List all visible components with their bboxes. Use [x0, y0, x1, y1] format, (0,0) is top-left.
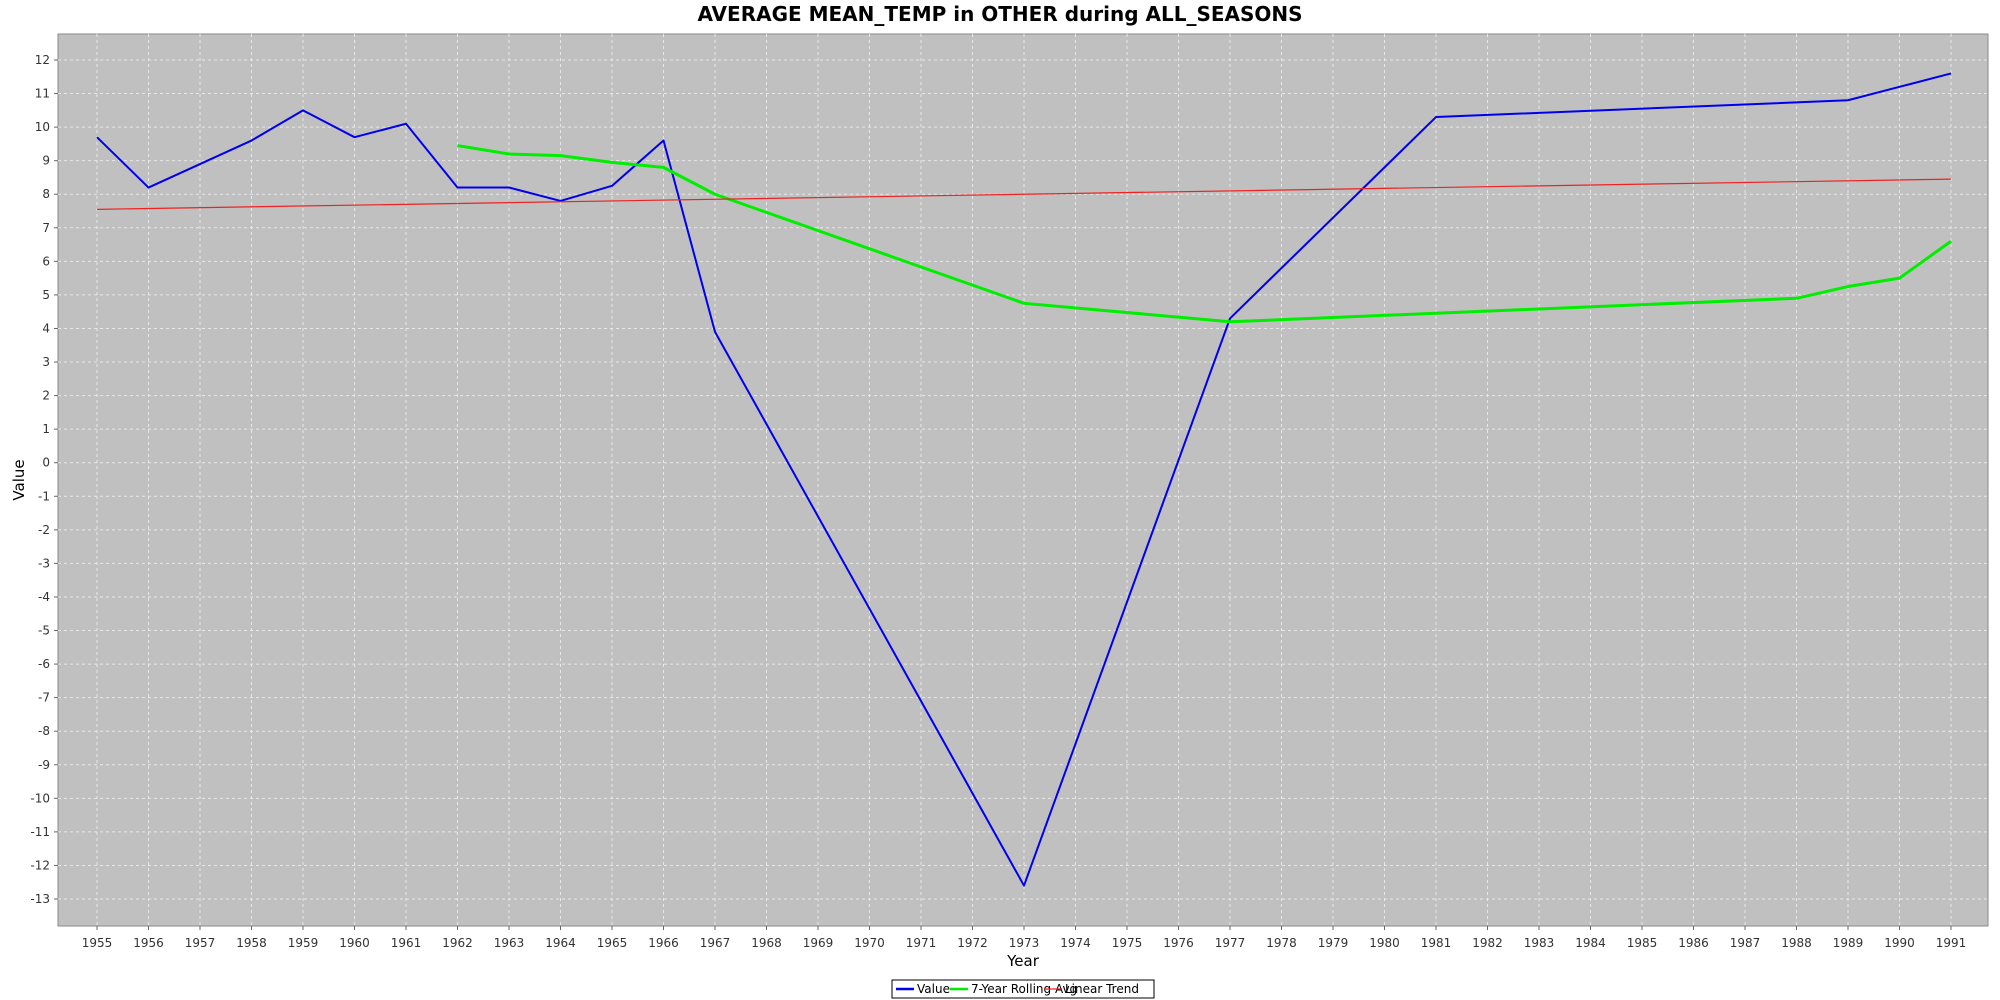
y-tick-label: -8: [38, 724, 50, 738]
x-tick-label: 1984: [1575, 936, 1606, 950]
x-tick-label: 1979: [1318, 936, 1349, 950]
y-tick-label: -1: [38, 489, 50, 503]
plot-area: [57, 33, 1989, 927]
x-tick-label: 1961: [391, 936, 422, 950]
y-tick-label: -4: [38, 590, 50, 604]
x-tick-label: 1974: [1060, 936, 1091, 950]
x-tick-label: 1987: [1730, 936, 1761, 950]
y-tick-label: -9: [38, 758, 50, 772]
legend-box: [891, 979, 1155, 999]
x-tick-label: 1971: [906, 936, 937, 950]
y-tick-label: 12: [35, 53, 50, 67]
x-tick-label: 1957: [185, 936, 216, 950]
legend-entry-label: Linear Trend: [1065, 982, 1139, 996]
x-tick-label: 1981: [1421, 936, 1452, 950]
x-tick-label: 1977: [1215, 936, 1246, 950]
x-tick-label: 1968: [751, 936, 782, 950]
y-tick-label: -12: [30, 858, 50, 872]
rolling-avg-series-line: [457, 144, 1952, 324]
x-tick-label: 1988: [1781, 936, 1812, 950]
y-tick-label: 8: [42, 187, 50, 201]
x-tick-label: 1982: [1472, 936, 1503, 950]
y-tick-label: 3: [42, 355, 50, 369]
x-tick-label: 1967: [700, 936, 731, 950]
x-tick-label: 1962: [442, 936, 473, 950]
y-tick-label: 7: [42, 221, 50, 235]
y-tick-label: 6: [42, 254, 50, 268]
y-tick-label: -13: [30, 892, 50, 906]
y-tick-label: 2: [42, 389, 50, 403]
x-tick-label: 1986: [1678, 936, 1709, 950]
y-tick-label: -2: [38, 523, 50, 537]
y-tick-label: -3: [38, 556, 50, 570]
legend-entry-label: 7-Year Rolling Avg: [971, 982, 1077, 996]
y-tick-label: 1: [42, 422, 50, 436]
x-tick-label: 1965: [597, 936, 628, 950]
legend-entry-label: Value: [917, 982, 950, 996]
x-tick-label: 1959: [288, 936, 319, 950]
linear-trend-series-line: [96, 178, 1952, 210]
x-tick-label: 1970: [854, 936, 885, 950]
x-tick-label: 1960: [339, 936, 370, 950]
x-tick-label: 1990: [1884, 936, 1915, 950]
y-axis-ticks: 1211109876543210-1-2-3-4-5-6-7-8-9-10-11…: [30, 53, 58, 906]
x-tick-label: 1958: [236, 936, 267, 950]
x-tick-label: 1966: [648, 936, 679, 950]
y-tick-label: 11: [35, 87, 50, 101]
x-tick-label: 1976: [1163, 936, 1194, 950]
x-tick-label: 1985: [1627, 936, 1658, 950]
x-tick-label: 1973: [1009, 936, 1040, 950]
x-tick-label: 1956: [133, 936, 164, 950]
y-tick-label: -10: [30, 791, 50, 805]
y-tick-label: -7: [38, 691, 50, 705]
x-tick-label: 1991: [1936, 936, 1967, 950]
x-tick-label: 1983: [1524, 936, 1555, 950]
series-lines: [96, 72, 1952, 887]
y-tick-label: 4: [42, 321, 50, 335]
x-tick-label: 1972: [957, 936, 988, 950]
x-tick-label: 1980: [1369, 936, 1400, 950]
x-axis-ticks: 1955 1956 1957 1958 1959 1960 1961 1962 1963 1964…: [82, 926, 1967, 950]
chart-title: AVERAGE MEAN_TEMP in OTHER during ALL_SE…: [697, 2, 1302, 26]
x-tick-label: 1975: [1112, 936, 1143, 950]
y-tick-label: -6: [38, 657, 50, 671]
grid-lines: [58, 34, 1988, 926]
y-tick-label: -11: [30, 825, 50, 839]
y-tick-label: 9: [42, 154, 50, 168]
x-tick-label: 1955: [82, 936, 113, 950]
x-axis-label: Year: [1006, 952, 1040, 970]
x-tick-label: 1969: [803, 936, 834, 950]
x-tick-label: 1963: [494, 936, 525, 950]
x-tick-label: 1989: [1833, 936, 1864, 950]
y-tick-label: 5: [42, 288, 50, 302]
x-tick-label: 1978: [1266, 936, 1297, 950]
x-tick-label: 1964: [545, 936, 576, 950]
value-series-line: [96, 72, 1952, 887]
y-tick-label: 10: [35, 120, 50, 134]
y-axis-label: Value: [10, 459, 28, 500]
y-tick-label: -5: [38, 624, 50, 638]
y-tick-label: 0: [42, 456, 50, 470]
